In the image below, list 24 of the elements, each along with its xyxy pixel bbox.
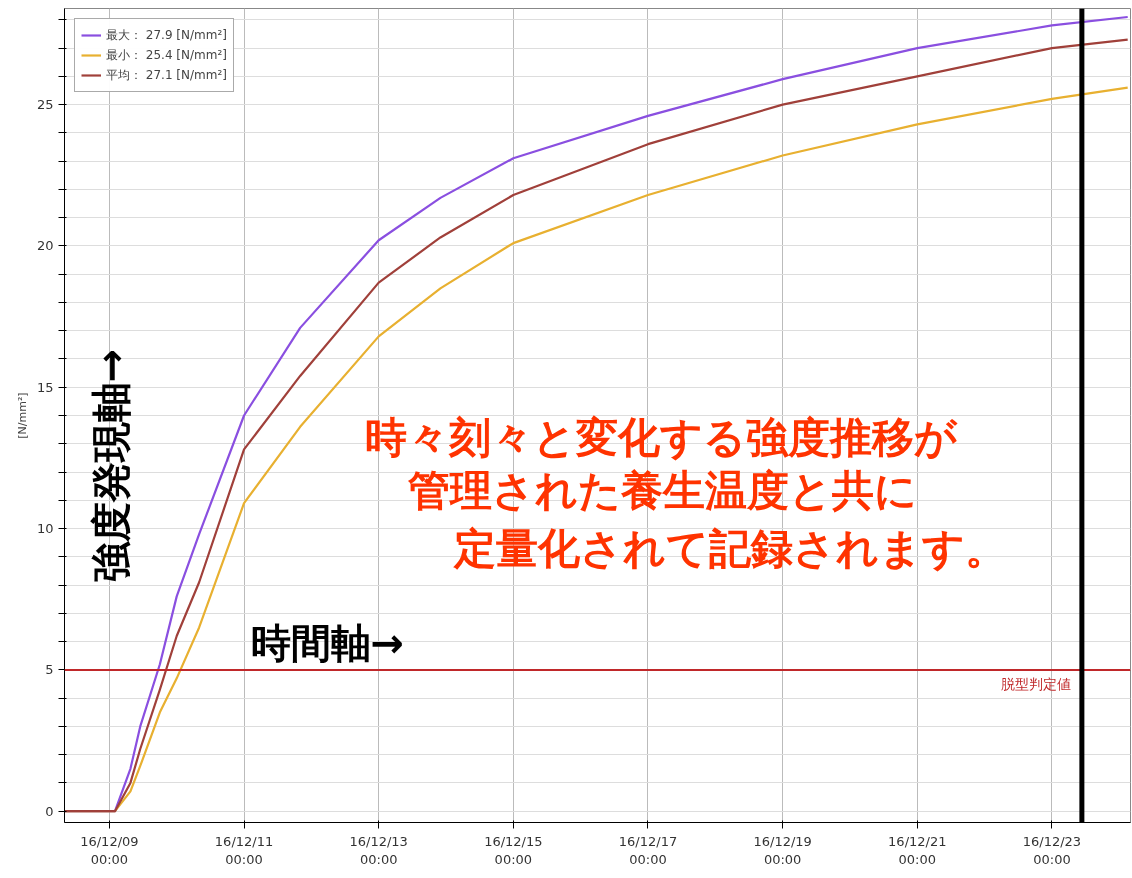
y-axis-title: [N/mm²] xyxy=(15,392,29,439)
x-tick-label: 16/12/11 00:00 xyxy=(214,833,274,867)
y-tick-label: 10 xyxy=(36,521,54,537)
legend-label: 最小： 25.4 [N/mm²] xyxy=(106,46,227,64)
x-tick-label: 16/12/19 00:00 xyxy=(753,833,812,867)
y-tick-label: 5 xyxy=(45,662,54,678)
x-tick-label: 16/12/15 00:00 xyxy=(484,833,543,867)
ref-line-label: 脱型判定値 xyxy=(1000,675,1071,692)
x-tick-label: 16/12/23 00:00 xyxy=(1022,833,1082,867)
annotation: 時々刻々と変化する強度推移が xyxy=(364,413,958,462)
x-tick-label: 16/12/13 00:00 xyxy=(349,833,408,867)
y-tick-label: 0 xyxy=(45,803,54,819)
legend-label: 平均： 27.1 [N/mm²] xyxy=(106,66,227,84)
x-tick-label: 16/12/17 00:00 xyxy=(618,833,678,867)
y-tick-label: 25 xyxy=(36,97,54,113)
annotation: 管理された養生温度と共に xyxy=(407,466,917,515)
y-tick-label: 20 xyxy=(36,238,54,254)
annotation: 強度発現軸→ xyxy=(87,348,134,583)
legend-label: 最大： 27.9 [N/mm²] xyxy=(106,26,227,44)
y-tick-label: 15 xyxy=(36,379,54,395)
x-tick-label: 16/12/09 00:00 xyxy=(80,833,139,867)
annotation: 定量化されて記録されます。 xyxy=(453,524,1007,573)
annotation: 時間軸→ xyxy=(250,619,405,666)
x-tick-label: 16/12/21 00:00 xyxy=(888,833,947,867)
